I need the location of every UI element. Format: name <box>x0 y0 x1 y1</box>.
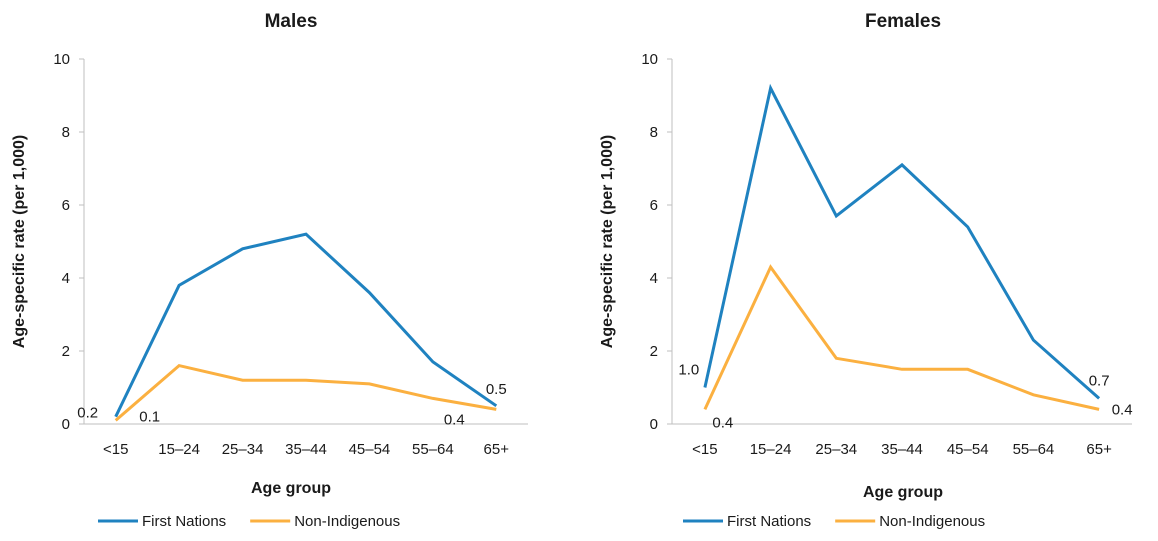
chart-title: Females <box>865 11 941 32</box>
y-tick-label: 6 <box>650 197 658 214</box>
x-tick-label: 65+ <box>484 441 510 458</box>
series-line-non-indigenous <box>114 363 497 422</box>
x-tick-label: <15 <box>692 441 717 458</box>
x-axis-title: Age group <box>863 484 943 501</box>
chart-males: Males 0 2 4 6 8 10 <15 15–24 25–34 35–44 45–54 55–64… <box>11 11 528 530</box>
x-tick-label: <15 <box>103 441 128 458</box>
data-label: 0.4 <box>444 411 465 428</box>
legend-label-non-indigenous: Non-Indigenous <box>879 513 985 530</box>
series-line-non-indigenous <box>703 264 1100 411</box>
y-tick-label: 0 <box>650 416 658 433</box>
data-label: 0.4 <box>1112 401 1133 418</box>
y-tick-label: 10 <box>53 51 70 68</box>
series-line-first-nations <box>703 83 1101 400</box>
x-tick-label: 45–54 <box>349 441 391 458</box>
y-tick-label: 4 <box>650 270 658 287</box>
data-label: 0.7 <box>1089 372 1110 389</box>
x-tick-label: 65+ <box>1086 441 1112 458</box>
x-tick-label: 25–34 <box>222 441 264 458</box>
y-tick-label: 6 <box>62 197 70 214</box>
data-label: 1.0 <box>678 362 699 379</box>
y-tick-label: 8 <box>650 124 658 141</box>
y-tick-label: 2 <box>62 343 70 360</box>
y-axis-title: Age-specific rate (per 1,000) <box>599 135 616 348</box>
chart-title: Males <box>265 11 318 32</box>
x-tick-label: 25–34 <box>815 441 857 458</box>
x-tick-label: 45–54 <box>947 441 989 458</box>
y-tick-label: 2 <box>650 343 658 360</box>
data-label: 0.4 <box>712 414 733 431</box>
data-label: 0.1 <box>139 408 160 425</box>
data-label: 0.5 <box>486 381 507 398</box>
y-tick-label: 10 <box>641 51 658 68</box>
x-tick-label: 15–24 <box>158 441 200 458</box>
y-tick-label: 8 <box>62 124 70 141</box>
x-tick-label: 55–64 <box>1013 441 1055 458</box>
data-label: 0.2 <box>77 405 98 422</box>
x-axis-title: Age group <box>251 480 331 497</box>
x-tick-label: 35–44 <box>881 441 923 458</box>
x-tick-label: 35–44 <box>285 441 327 458</box>
legend-label-non-indigenous: Non-Indigenous <box>294 513 400 530</box>
chart-females: Females 0 2 4 6 8 10 <15 15–24 25–34 35–44 45–54 55–… <box>599 11 1133 530</box>
series-line-first-nations <box>114 232 498 418</box>
y-tick-label: 0 <box>62 416 70 433</box>
y-axis-title: Age-specific rate (per 1,000) <box>11 135 28 348</box>
x-tick-label: 55–64 <box>412 441 454 458</box>
x-tick-label: 15–24 <box>750 441 792 458</box>
legend-label-first-nations: First Nations <box>727 513 811 530</box>
y-tick-label: 4 <box>62 270 70 287</box>
legend-label-first-nations: First Nations <box>142 513 226 530</box>
